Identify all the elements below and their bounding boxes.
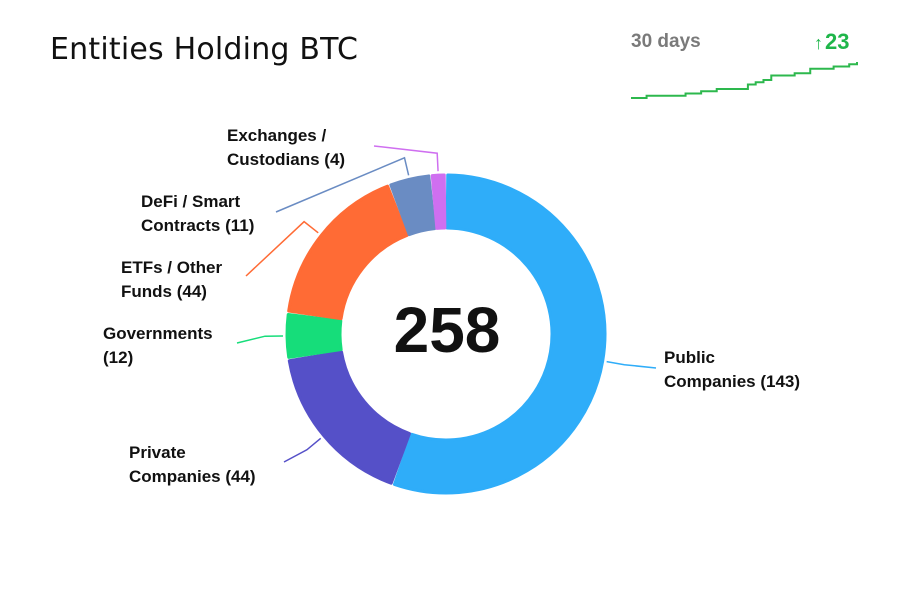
label-governments: Governments (12) [103,322,213,370]
label-line: Governments [103,324,213,343]
total-count: 258 [393,294,501,366]
label-line: (12) [103,348,134,367]
label-line: Exchanges / [227,126,327,145]
leader-line-defi-smart-contracts [275,156,410,213]
label-line: Private [129,443,186,462]
label-exchanges-custodians: Exchanges / Custodians (4) [227,124,345,172]
slice-public-companies [392,173,607,495]
label-line: Funds (44) [121,282,207,301]
leader-line-etfs-other-funds [245,220,319,277]
slice-private-companies [287,350,411,485]
leader-line-public-companies [606,360,657,369]
sparkline-change: ↑23 [814,29,849,55]
leader-line-exchanges-custodians [373,145,439,172]
label-line: Custodians (4) [227,150,346,169]
label-line: Contracts (11) [141,216,255,235]
label-public-companies: Public Companies (143) [664,346,800,394]
leader-line-governments [236,335,284,344]
leader-line-private-companies [283,437,322,463]
sparkline-period-label: 30 days [631,31,701,52]
sparkline [631,62,858,99]
label-line: ETFs / Other [121,258,223,277]
slice-governments [285,313,343,359]
chart-title: Entities Holding BTC [50,32,359,67]
slice-etfs-other-funds [287,184,409,321]
slice-defi-smart-contracts [389,174,437,237]
label-line: Companies (143) [664,372,801,391]
label-line: Public [664,348,716,367]
label-defi-smart-contracts: DeFi / Smart Contracts (11) [141,190,254,238]
label-line: DeFi / Smart [141,192,241,211]
label-etfs-other-funds: ETFs / Other Funds (44) [121,256,222,304]
label-private-companies: Private Companies (44) [129,441,256,489]
label-line: Companies (44) [129,467,256,486]
up-arrow-icon: ↑ [814,33,823,53]
slice-exchanges-custodians [430,173,447,230]
sparkline-change-value: 23 [825,29,850,54]
sparkline-line [631,62,858,99]
